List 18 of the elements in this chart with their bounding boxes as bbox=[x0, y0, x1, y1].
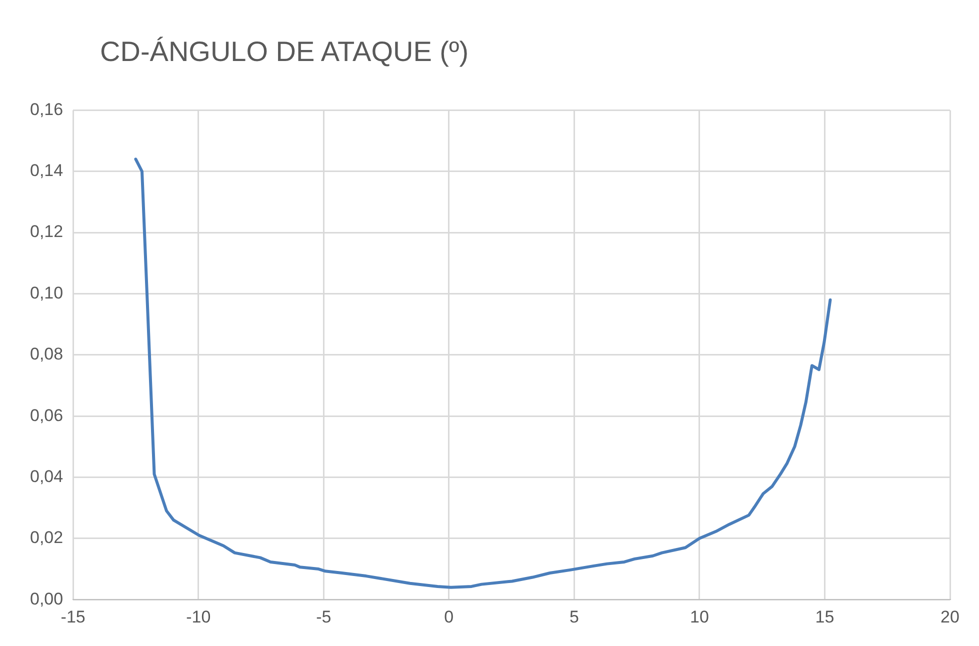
y-tick-label: 0,16 bbox=[30, 100, 64, 119]
x-tick-label: 20 bbox=[940, 607, 960, 626]
y-tick-label: 0,14 bbox=[30, 161, 64, 180]
chart-title: CD-ÁNGULO DE ATAQUE (º) bbox=[100, 36, 469, 68]
y-tick-label: 0,00 bbox=[30, 589, 64, 608]
x-tick-label: -15 bbox=[60, 607, 86, 626]
y-tick-label: 0,10 bbox=[30, 283, 64, 302]
x-tick-label: 10 bbox=[690, 607, 709, 626]
x-tick-label: 5 bbox=[569, 607, 579, 626]
y-tick-label: 0,06 bbox=[30, 406, 64, 425]
y-tick-label: 0,08 bbox=[30, 344, 64, 364]
y-tick-label: 0,12 bbox=[30, 222, 64, 242]
x-tick-label: -5 bbox=[316, 607, 332, 626]
y-tick-label: 0,04 bbox=[30, 466, 64, 486]
x-tick-label: 0 bbox=[444, 607, 454, 626]
x-tick-label: -10 bbox=[186, 607, 211, 626]
y-tick-label: 0,02 bbox=[30, 528, 64, 548]
x-tick-label: 15 bbox=[815, 607, 834, 626]
